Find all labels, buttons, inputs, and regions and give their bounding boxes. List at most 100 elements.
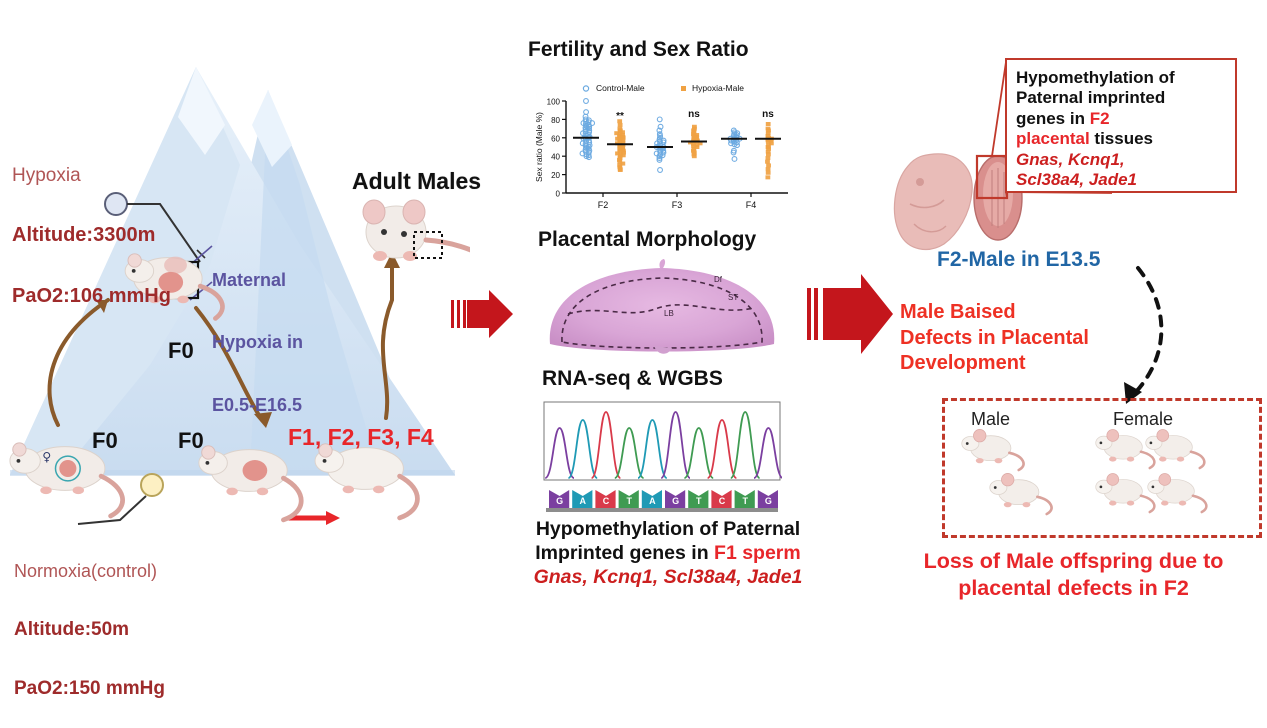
svg-text:0: 0 [556,190,561,199]
svg-text:T: T [626,496,632,506]
mountain-annotation-lines [47,192,400,525]
hypoxia-altitude: Altitude:3300m [12,224,156,247]
svg-text:G: G [672,496,679,506]
svg-text:T: T [742,496,748,506]
svg-text:F4: F4 [746,200,757,210]
svg-text:20: 20 [551,171,560,180]
red-arrow-center-to-right [807,274,893,354]
svg-text:40: 40 [551,153,560,162]
mouse-f0-female-normoxia: ♀ [9,442,125,519]
svg-text:ST: ST [728,293,738,302]
svg-text:100: 100 [547,98,561,107]
svg-text:A: A [580,496,587,506]
mice-illustrations: ♀ [9,199,470,523]
mouse-icon [1095,429,1156,470]
hypoxia-pao2: PaO2:106 mmHg [12,284,171,307]
male-female-offspring-box: Male Female [942,398,1262,538]
hypo-f1-line2-highlight: F1 sperm [714,541,801,564]
hypo-f1-line1: Hypomethylation of Paternal [535,518,801,540]
red-arrow-left-to-center [451,290,513,338]
hypoxia-title: Hypoxia [12,165,81,187]
conclusion-text: Loss of Male offspring due to placental … [923,549,1224,600]
mouse-offspring-generations [314,443,420,521]
maternal-line3: E0.5-E16.5 [212,395,303,415]
callout-line4-highlight: placental [1016,129,1090,149]
arrow-down-right [194,306,264,422]
mouse-icon [989,473,1053,516]
svg-text:T: T [696,496,702,506]
hypo-f1-genes: Gnas, Kcnq1, Scl38a4, Jade1 [533,565,803,588]
f2-male-e135-label: F2-Male in E13.5 [937,248,1101,271]
normoxia-pin-icon [140,473,164,497]
callout-line4-text: tissues [1089,129,1154,149]
svg-text:A: A [649,496,656,506]
left-panel-mountain-scheme: ♀ [0,0,481,699]
svg-text:60: 60 [551,134,560,143]
mouse-adult-male [362,199,470,261]
normoxia-title: Normoxia(control) [14,561,158,582]
title-fertility-sex-ratio: Fertility and Sex Ratio [528,38,749,61]
hypo-f1-line2-text: Imprinted genes in [535,541,715,564]
hypo-f1-line2: Imprinted genes in F1 sperm [508,542,828,566]
callout-line3-highlight: F2 [1089,108,1110,128]
f0-label-left: F0 [92,428,118,453]
callout-genes-line2: Scl38a4, Jade1 [1016,169,1137,189]
callout-line3: genes in F2 [1016,109,1226,129]
callout-line3-text: genes in [1016,108,1090,128]
svg-text:80: 80 [551,116,560,125]
svg-text:G: G [556,496,563,506]
adult-males-label: Adult Males [352,168,482,194]
sperm-sampling-box [413,231,443,259]
title-rnaseq-wgbs: RNA-seq & WGBS [542,367,723,390]
svg-text:Df: Df [714,275,723,284]
mouse-icon [1095,473,1156,514]
svg-text:ns: ns [762,109,774,120]
hypoxia-condition-label: Hypoxia Altitude:3300m PaO2:106 mmHg [12,128,171,345]
mouse-icon [1147,473,1208,514]
callout-line2: Paternal imprinted [1016,88,1166,108]
placenta-histology-image: Df ST LB [532,258,792,363]
callout-line1: Hypomethylation of [1016,68,1175,87]
callout-line4: placental tissues [1016,129,1226,149]
center-panel-results: Fertility and Sex Ratio 0 20 40 60 80 100 Sex … [500,0,830,620]
generations-label: F1, F2, F3, F4 [288,424,434,450]
f0-label-top: F0 [168,338,194,363]
callout-genes-line1: Gnas, Kcnq1, [1016,149,1125,169]
male-group-label: Male [971,409,1011,429]
svg-text:Control-Male: Control-Male [596,83,645,93]
arrow-up-right [380,258,394,420]
mouse-icon [1145,429,1206,470]
normoxia-condition-label: Normoxia(control) Altitude:50m PaO2:150 … [14,524,165,728]
svg-text:C: C [603,496,610,506]
svg-text:ns: ns [688,109,700,120]
svg-text:F2: F2 [598,200,609,210]
arrow-up-left [47,298,110,427]
svg-text:G: G [765,496,772,506]
f0-label-middle: F0 [178,428,204,453]
normoxia-pao2: PaO2:150 mmHg [14,678,166,700]
svg-text:Sex ratio (Male %): Sex ratio (Male %) [534,112,544,182]
maternal-line2: Hypoxia in [212,332,304,353]
svg-text:**: ** [616,111,624,122]
maternal-line1: Maternal [212,269,287,290]
male-biased-defects-label: Male Baised Defects in Placental Develop… [900,301,1089,375]
hypomethylation-f1-caption: Hypomethylation of Paternal Imprinted ge… [508,518,828,589]
female-group-label: Female [1113,409,1174,429]
right-panel-outcome: Hypomethylation of Paternal imprinted ge… [880,0,1267,640]
callout-hypomethylation-f2: Hypomethylation of Paternal imprinted ge… [1005,58,1237,193]
svg-text:F3: F3 [672,200,683,210]
dashed-curved-arrow [1130,266,1164,398]
title-placental-morphology: Placental Morphology [538,228,757,251]
mouse-icon [961,429,1025,472]
maternal-hypoxia-label: Maternal Hypoxia in E0.5-E16.5 [212,228,303,458]
mouse-f0-middle [198,445,304,523]
offspring-mice [961,429,1208,516]
normoxia-altitude: Altitude:50m [14,619,130,641]
sex-ratio-scatter-chart: 0 20 40 60 80 100 Sex ratio (Male %) Control-Ma… [532,75,792,220]
svg-text:♀: ♀ [42,450,51,464]
svg-text:Hypoxia-Male: Hypoxia-Male [692,83,744,93]
mouse-f0-pregnant-high [124,253,225,321]
svg-text:LB: LB [664,309,674,318]
